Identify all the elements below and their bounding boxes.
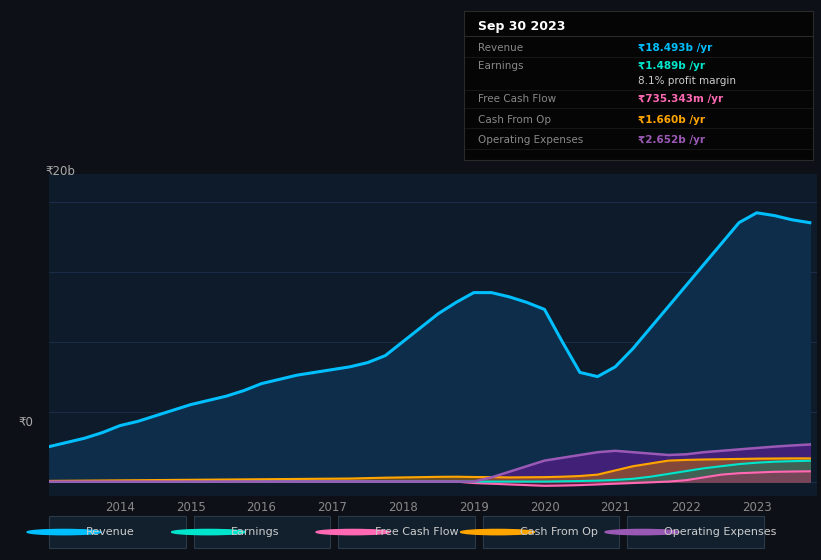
Text: ₹1.489b /yr: ₹1.489b /yr [639,61,705,71]
Text: Free Cash Flow: Free Cash Flow [478,94,556,104]
Circle shape [27,529,101,535]
Text: ₹0: ₹0 [18,416,33,430]
Text: Revenue: Revenue [86,527,135,537]
Text: Operating Expenses: Operating Expenses [478,136,583,145]
Text: Earnings: Earnings [478,61,523,71]
Text: Revenue: Revenue [478,43,523,53]
Circle shape [461,529,534,535]
Text: Earnings: Earnings [231,527,279,537]
FancyBboxPatch shape [338,516,475,548]
FancyBboxPatch shape [194,516,330,548]
Text: Operating Expenses: Operating Expenses [664,527,777,537]
FancyBboxPatch shape [627,516,764,548]
Text: ₹735.343m /yr: ₹735.343m /yr [639,94,723,104]
Circle shape [172,529,245,535]
Text: Sep 30 2023: Sep 30 2023 [478,20,565,33]
Circle shape [605,529,679,535]
Text: ₹20b: ₹20b [45,165,75,178]
FancyBboxPatch shape [49,516,186,548]
Text: ₹18.493b /yr: ₹18.493b /yr [639,43,713,53]
Text: Cash From Op: Cash From Op [478,115,551,124]
Text: Free Cash Flow: Free Cash Flow [375,527,459,537]
Text: 8.1% profit margin: 8.1% profit margin [639,76,736,86]
Text: ₹2.652b /yr: ₹2.652b /yr [639,136,705,145]
Circle shape [316,529,390,535]
FancyBboxPatch shape [483,516,619,548]
Text: Cash From Op: Cash From Op [520,527,598,537]
Text: ₹1.660b /yr: ₹1.660b /yr [639,115,705,124]
